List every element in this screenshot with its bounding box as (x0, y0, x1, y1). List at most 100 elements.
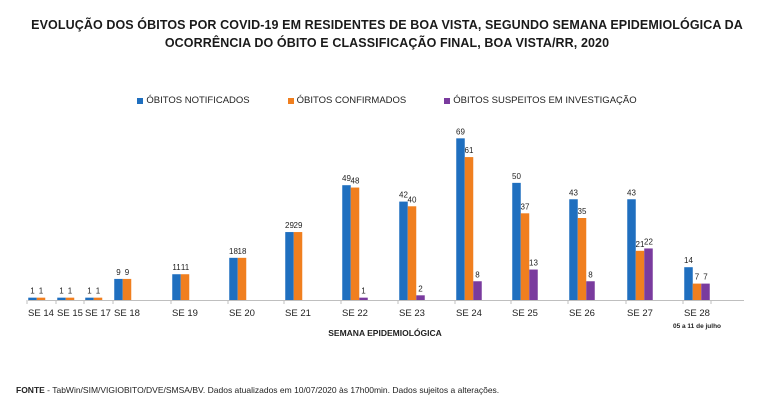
data-label-notificados: 1 (59, 287, 64, 296)
x-tick-label: SE 25 (512, 308, 538, 319)
data-label-confirmados: 29 (294, 221, 303, 230)
bar-confirmados (122, 278, 132, 300)
x-tick-label: SE 28 (684, 308, 710, 319)
chart-title-line-1: EVOLUÇÃO DOS ÓBITOS POR COVID-19 EM RESI… (31, 18, 743, 32)
footer-text: - TabWin/SIM/VIGIOBITO/DVE/SMSA/BV. Dado… (44, 385, 500, 395)
x-tick-label: SE 17 (85, 308, 111, 319)
data-label-notificados: 11 (172, 263, 181, 272)
legend-label-notificados: ÓBITOS NOTIFICADOS (146, 95, 250, 106)
x-tick-label: SE 15 (57, 308, 83, 319)
data-label-suspeitos: 8 (588, 270, 593, 279)
data-label-notificados: 43 (569, 188, 578, 197)
bar-confirmados (692, 283, 702, 300)
data-label-notificados: 29 (285, 221, 294, 230)
bar-suspeitos (473, 281, 482, 300)
bar-notificados (569, 199, 578, 300)
chart-title-line-2: OCORRÊNCIA DO ÓBITO E CLASSIFICAÇÃO FINA… (164, 36, 610, 50)
x-tick-label: SE 14 (28, 308, 54, 319)
bar-confirmados (36, 297, 46, 300)
bar-notificados (342, 185, 351, 300)
bar-confirmados (577, 218, 587, 300)
footer-label: FONTE (16, 385, 45, 395)
data-label-suspeitos: 2 (418, 284, 423, 293)
legend-label-suspeitos: ÓBITOS SUSPEITOS EM INVESTIGAÇÃO (453, 95, 637, 106)
bar-notificados (456, 138, 465, 300)
legend-label-confirmados: ÓBITOS CONFIRMADOS (296, 95, 407, 106)
legend-swatch-confirmados (287, 97, 294, 104)
bar-confirmados (464, 157, 474, 300)
x-tick-label: SE 27 (627, 308, 653, 319)
x-tick-label: SE 20 (229, 308, 255, 319)
bar-confirmados (180, 274, 190, 300)
legend-swatch-notificados (137, 97, 144, 104)
data-label-confirmados: 61 (465, 146, 474, 155)
bar-notificados (399, 201, 408, 300)
data-label-confirmados: 37 (521, 202, 530, 211)
legend-item-confirmados: ÓBITOS CONFIRMADOS (287, 95, 407, 106)
bar-suspeitos (586, 281, 595, 300)
x-tick-label: SE 23 (399, 308, 425, 319)
data-label-suspeitos: 7 (703, 273, 708, 282)
x-tick-label: SE 21 (285, 308, 311, 319)
data-label-notificados: 1 (30, 287, 35, 296)
data-label-confirmados: 11 (181, 263, 190, 272)
x-tick-label: SE 22 (342, 308, 368, 319)
bar-notificados (172, 274, 181, 300)
bar-notificados (684, 267, 693, 300)
bar-suspeitos (529, 269, 538, 300)
x-axis-title: SEMANA EPIDEMIOLÓGICA (328, 327, 442, 338)
data-label-notificados: 43 (627, 188, 636, 197)
x-annotation: 05 a 11 de julho (673, 323, 721, 330)
data-label-confirmados: 7 (695, 273, 700, 282)
chart-legend: ÓBITOS NOTIFICADOS ÓBITOS CONFIRMADOS ÓB… (0, 95, 774, 106)
bar-confirmados (93, 297, 103, 300)
source-footer: FONTE - TabWin/SIM/VIGIOBITO/DVE/SMSA/BV… (16, 385, 499, 395)
data-label-confirmados: 18 (238, 247, 247, 256)
data-label-notificados: 1 (87, 287, 92, 296)
data-label-suspeitos: 13 (529, 259, 538, 268)
data-label-confirmados: 1 (39, 287, 44, 296)
data-label-confirmados: 21 (636, 240, 645, 249)
bar-confirmados (237, 257, 247, 300)
bar-suspeitos (701, 283, 710, 300)
bar-confirmados (635, 250, 645, 300)
bar-confirmados (350, 187, 360, 300)
bar-notificados (627, 199, 636, 300)
data-label-confirmados: 9 (125, 268, 130, 277)
x-tick-label: SE 18 (114, 308, 140, 319)
legend-swatch-suspeitos (444, 97, 451, 104)
bar-notificados (57, 297, 66, 300)
data-label-notificados: 18 (229, 247, 238, 256)
bar-notificados (85, 297, 94, 300)
data-label-confirmados: 40 (408, 195, 417, 204)
data-label-notificados: 9 (116, 268, 121, 277)
data-label-confirmados: 35 (578, 207, 587, 216)
data-label-suspeitos: 1 (361, 287, 366, 296)
data-label-notificados: 50 (512, 172, 521, 181)
data-label-confirmados: 1 (96, 287, 101, 296)
data-label-notificados: 42 (399, 191, 408, 200)
legend-item-suspeitos: ÓBITOS SUSPEITOS EM INVESTIGAÇÃO (444, 95, 637, 106)
bar-suspeitos (644, 248, 653, 300)
bar-notificados (28, 297, 37, 300)
bar-suspeitos (416, 295, 425, 300)
data-label-suspeitos: 22 (644, 237, 653, 246)
x-tick-label: SE 19 (172, 308, 198, 319)
legend-item-notificados: ÓBITOS NOTIFICADOS (137, 95, 250, 106)
bar-notificados (229, 257, 238, 300)
bar-confirmados (65, 297, 75, 300)
x-tick-label: SE 26 (569, 308, 595, 319)
data-label-suspeitos: 8 (475, 270, 480, 279)
bar-notificados (114, 278, 123, 300)
x-tick-label: SE 24 (456, 308, 482, 319)
bar-confirmados (407, 206, 417, 300)
bar-notificados (512, 182, 521, 300)
data-label-notificados: 14 (684, 256, 693, 265)
data-label-notificados: 69 (456, 127, 465, 136)
data-label-confirmados: 1 (68, 287, 73, 296)
bar-confirmados (520, 213, 530, 300)
data-label-confirmados: 48 (351, 177, 360, 186)
bar-suspeitos (359, 297, 368, 300)
bar-notificados (285, 232, 294, 300)
